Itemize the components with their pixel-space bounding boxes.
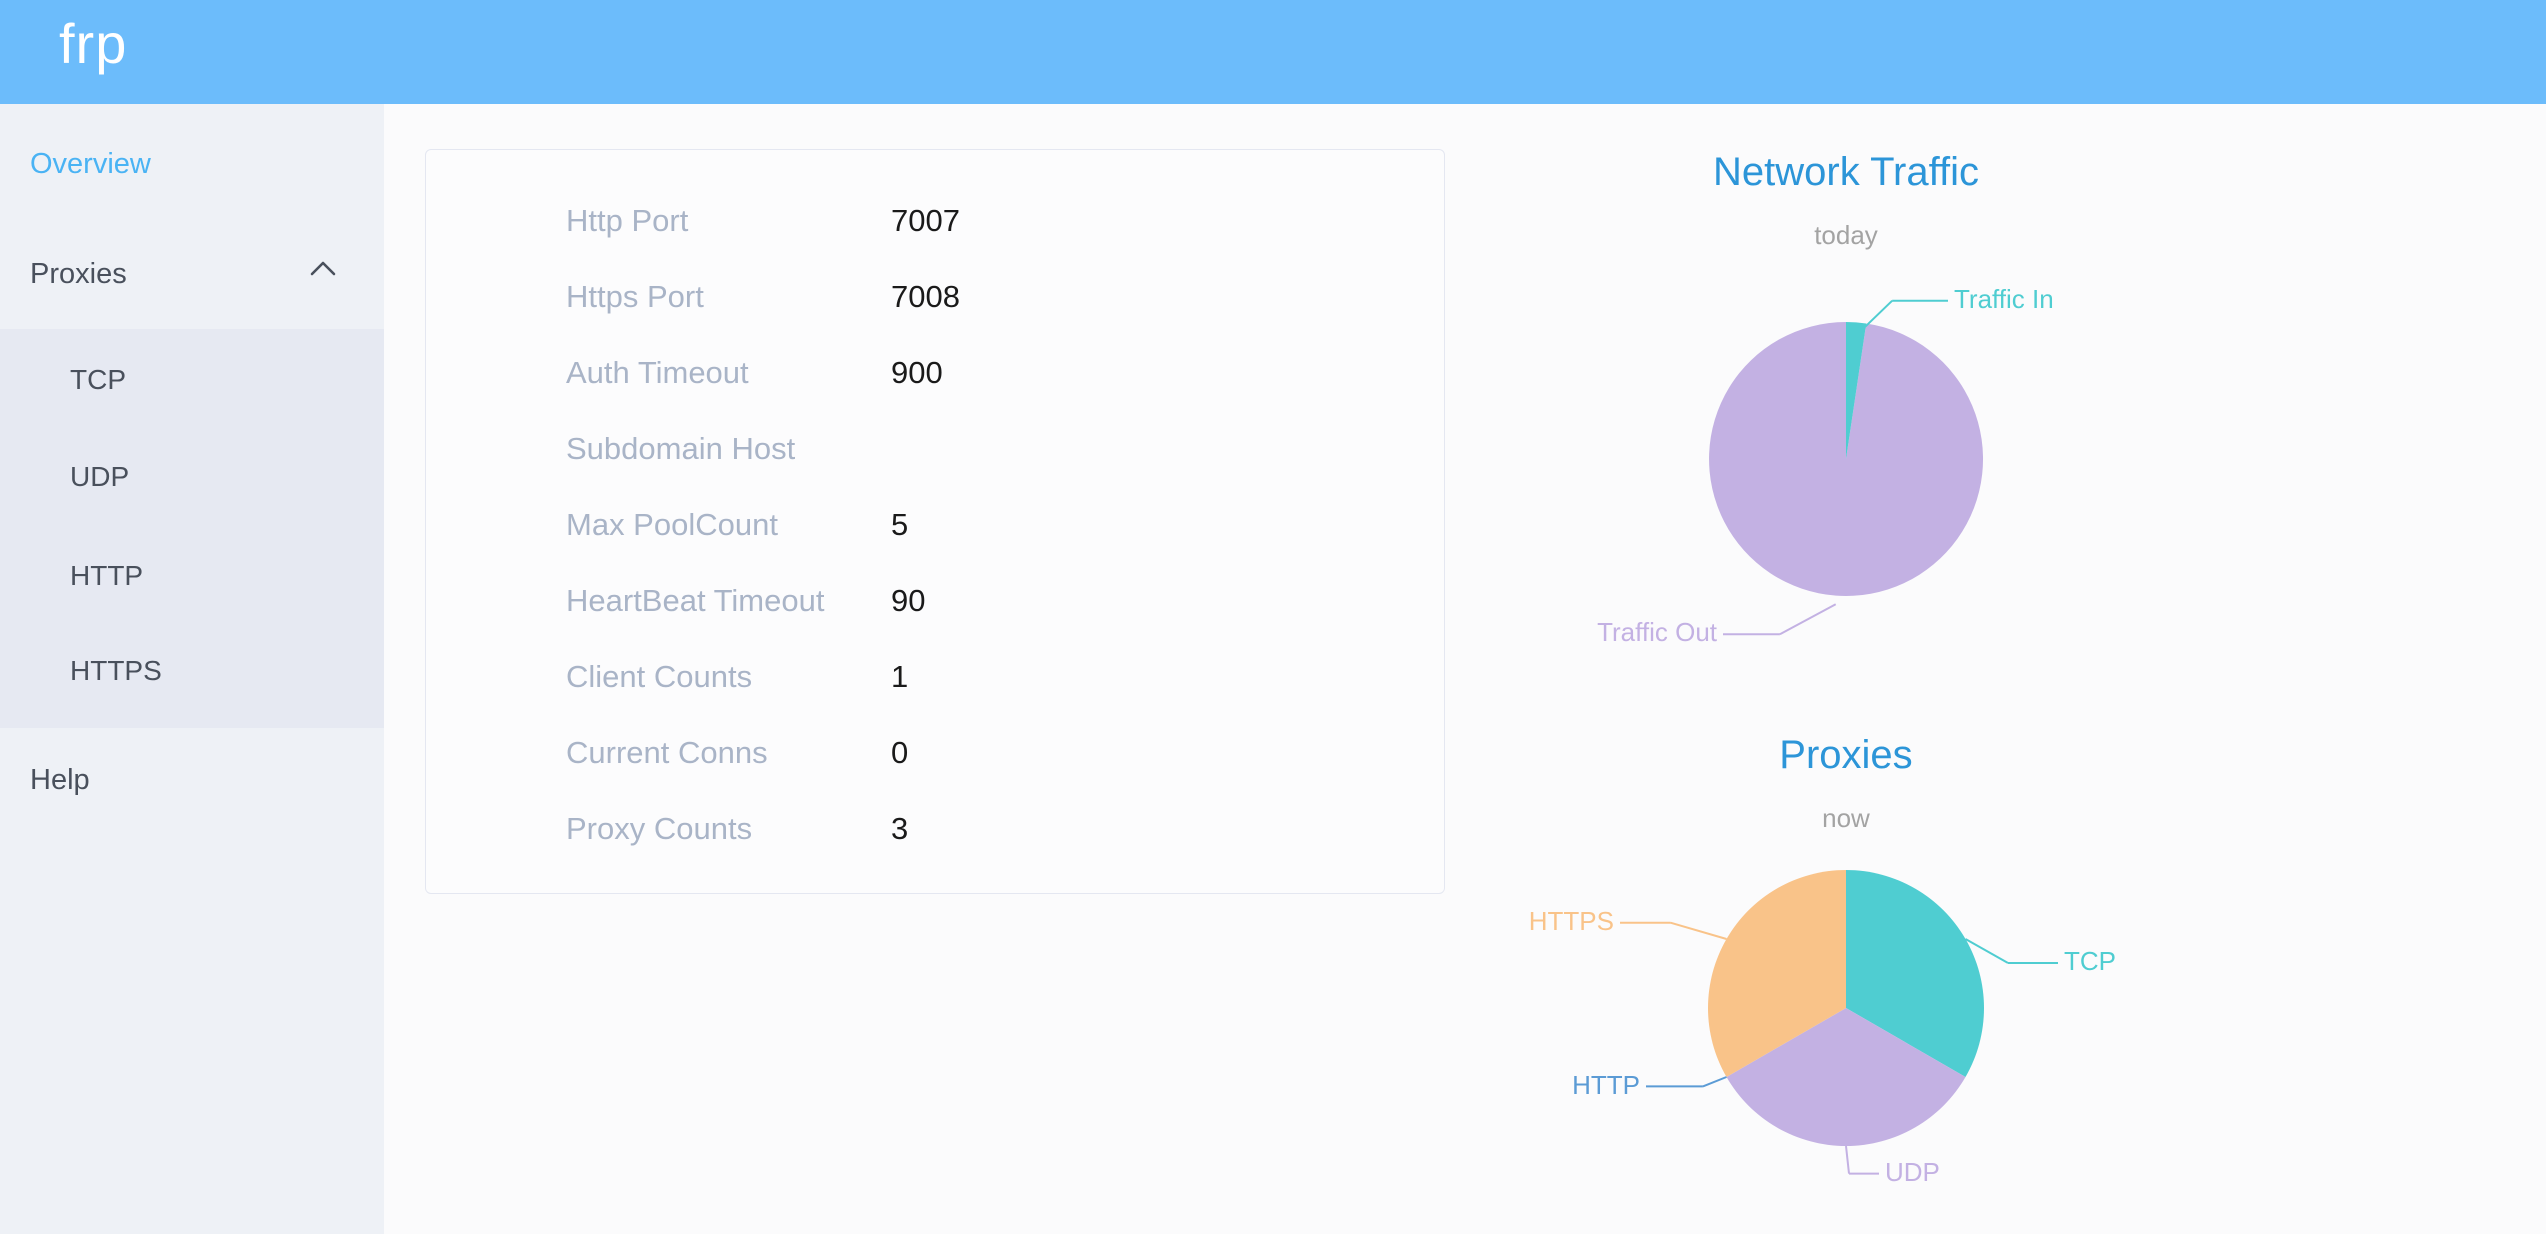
svg-text:Traffic Out: Traffic Out: [1597, 617, 1718, 647]
svg-text:HTTPS: HTTPS: [1529, 906, 1614, 936]
svg-text:Traffic In: Traffic In: [1954, 284, 2054, 314]
svg-text:TCP: TCP: [2064, 946, 2116, 976]
svg-text:HTTP: HTTP: [1572, 1070, 1640, 1100]
svg-text:UDP: UDP: [1885, 1157, 1940, 1187]
